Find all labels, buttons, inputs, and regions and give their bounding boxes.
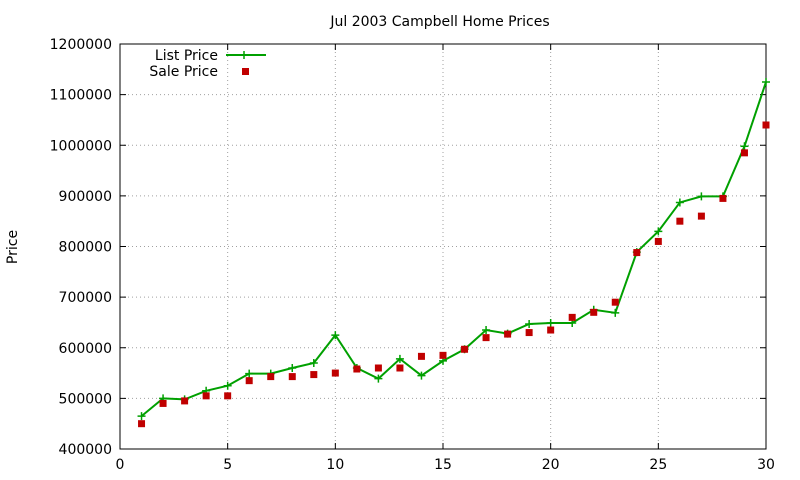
data-point-sale-price: [482, 334, 490, 342]
data-point-sale-price: [417, 352, 425, 360]
data-point-list-price: [137, 412, 146, 421]
data-point-sale-price: [138, 420, 146, 428]
data-point-sale-price: [159, 399, 167, 407]
data-point-sale-price: [740, 149, 748, 157]
y-tick-label: 1100000: [50, 88, 112, 104]
data-point-sale-price: [504, 330, 512, 338]
x-tick-label: 25: [649, 457, 667, 473]
data-point-list-price: [482, 326, 491, 335]
data-point-sale-price: [310, 371, 318, 379]
data-point-sale-price: [762, 121, 770, 129]
data-point-sale-price: [439, 351, 447, 359]
data-point-sale-price: [181, 397, 189, 405]
data-point-sale-price: [224, 392, 232, 400]
data-point-list-price: [740, 142, 749, 151]
data-point-sale-price: [611, 298, 619, 306]
y-tick-label: 900000: [59, 189, 112, 205]
x-tick-label: 20: [542, 457, 560, 473]
y-tick-label: 600000: [59, 341, 112, 357]
legend-label-list-price: List Price: [155, 48, 218, 64]
series: [137, 77, 770, 428]
data-point-list-price: [654, 227, 663, 236]
data-point-sale-price: [547, 326, 555, 334]
x-axis-ticks: 0 5 10 15 20 25 30: [116, 44, 775, 473]
chart-title: Jul 2003 Campbell Home Prices: [329, 14, 549, 30]
data-point-list-price: [395, 354, 404, 363]
y-tick-label: 700000: [59, 290, 112, 306]
y-tick-label: 400000: [59, 442, 112, 458]
series-line-list-price: [140, 81, 767, 417]
legend-entry-list-price: List Price: [155, 48, 266, 64]
data-point-sale-price: [245, 377, 253, 385]
data-point-sale-price: [353, 365, 361, 373]
data-point-sale-price: [654, 237, 662, 245]
data-point-sale-price: [568, 313, 576, 321]
data-point-sale-price: [267, 373, 275, 381]
data-point-sale-price: [590, 308, 598, 316]
data-point-sale-price: [396, 364, 404, 372]
data-point-list-price: [245, 369, 254, 378]
data-point-sale-price: [202, 392, 210, 400]
data-point-list-price: [309, 358, 318, 367]
y-tick-label: 1200000: [50, 37, 112, 53]
data-point-sale-price: [697, 212, 705, 220]
data-point-list-price: [762, 77, 770, 86]
data-point-list-price: [611, 308, 620, 317]
data-point-list-price: [525, 319, 534, 328]
data-point-list-price: [288, 364, 297, 372]
data-point-list-price: [675, 198, 684, 207]
y-axis-ticks: 400000 500000 600000 700000 800000 900000 1000…: [50, 37, 766, 458]
legend-marker-list-price: [240, 51, 248, 59]
data-point-sale-price: [719, 194, 727, 202]
x-tick-label: 30: [757, 457, 775, 473]
data-point-sale-price: [288, 373, 296, 381]
y-axis-label: Price: [5, 230, 21, 264]
legend-marker-sale-price: [242, 68, 249, 75]
data-point-list-price: [697, 192, 706, 201]
x-tick-label: 15: [434, 457, 452, 473]
x-tick-label: 10: [326, 457, 344, 473]
data-point-list-price: [223, 381, 232, 390]
data-point-sale-price: [676, 217, 684, 225]
data-point-sale-price: [331, 369, 339, 377]
x-tick-label: 0: [116, 457, 125, 473]
legend-entry-sale-price: Sale Price: [149, 64, 249, 80]
data-point-list-price: [374, 374, 383, 383]
y-tick-label: 500000: [59, 391, 112, 407]
x-tick-label: 5: [223, 457, 232, 473]
y-tick-label: 800000: [59, 240, 112, 256]
data-point-list-price: [417, 371, 426, 380]
data-point-list-price: [546, 318, 555, 327]
y-tick-label: 1000000: [50, 138, 112, 154]
legend: List Price Sale Price: [149, 48, 266, 80]
data-point-sale-price: [525, 329, 533, 337]
data-point-list-price: [331, 331, 340, 340]
legend-label-sale-price: Sale Price: [149, 64, 218, 80]
data-point-sale-price: [374, 364, 382, 372]
data-point-sale-price: [461, 345, 469, 353]
data-point-sale-price: [633, 249, 641, 257]
